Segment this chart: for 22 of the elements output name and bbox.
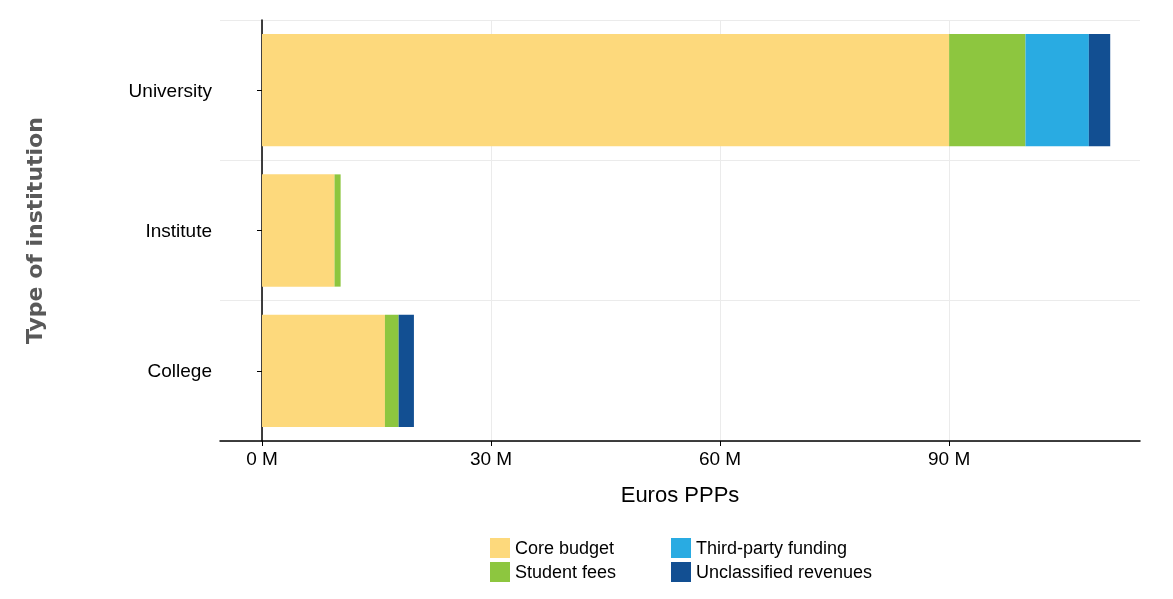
bar: [261, 34, 950, 147]
x-tick-label: 30 M: [469, 448, 513, 469]
legend-label: Unclassified revenues: [696, 562, 873, 582]
x-tick-label: 0 M: [246, 448, 278, 469]
legend-label: Student fees: [515, 562, 617, 582]
legend-label: Core budget: [515, 538, 615, 558]
y-tick-label: Institute: [145, 220, 212, 241]
x-tick-label: 90 M: [928, 448, 971, 469]
bar: [261, 174, 335, 287]
bar: [261, 314, 385, 427]
legend-label: Third-party funding: [696, 538, 848, 558]
bar: [398, 314, 414, 427]
x-tick-label: 60 M: [698, 448, 742, 469]
y-axis-title: Type of institution: [21, 117, 47, 344]
bar: [949, 34, 1026, 147]
bar: [1088, 34, 1111, 147]
bar: [1025, 34, 1089, 147]
x-axis-title: Euros PPPs: [620, 481, 740, 507]
bar: [334, 174, 341, 287]
y-tick-label: College: [147, 360, 212, 382]
bar: [384, 314, 399, 427]
y-tick-label: University: [128, 79, 213, 101]
